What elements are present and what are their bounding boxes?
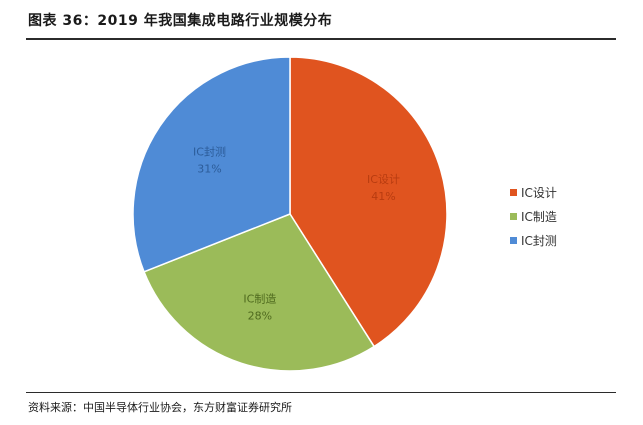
legend-swatch-ic-packaging-test: [510, 237, 517, 244]
pie-slice-ic-packaging-test: [132, 56, 291, 273]
slice-category-label-ic-design: IC设计: [367, 173, 400, 186]
legend-swatch-ic-manufacturing: [510, 213, 517, 220]
chart-title: 图表 36：2019 年我国集成电路行业规模分布: [28, 13, 333, 29]
legend-swatch-ic-design: [510, 189, 517, 196]
legend-label-ic-packaging-test: IC封测: [521, 234, 557, 248]
legend-label-ic-design: IC设计: [521, 186, 557, 200]
pie-slice-ic-design: [289, 56, 448, 348]
source-note: 资料来源：中国半导体行业协会，东方财富证券研究所: [28, 401, 292, 414]
slice-category-label-ic-packaging-test: IC封测: [193, 144, 226, 158]
pie-slices: [132, 56, 448, 372]
slice-percent-label-ic-packaging-test: 31%: [197, 162, 221, 175]
pie-slice-ic-manufacturing: [143, 213, 376, 372]
title-divider: [26, 38, 616, 40]
slice-category-label-ic-manufacturing: IC制造: [243, 292, 276, 306]
legend-label-ic-manufacturing: IC制造: [521, 210, 557, 224]
chart-legend: IC设计 IC制造 IC封测: [510, 186, 557, 248]
pie-slice-labels: IC设计 41% IC制造 28% IC封测 31%: [193, 144, 400, 322]
slice-percent-label-ic-design: 41%: [371, 190, 395, 203]
slice-percent-label-ic-manufacturing: 28%: [248, 310, 272, 323]
source-divider: [26, 392, 616, 393]
